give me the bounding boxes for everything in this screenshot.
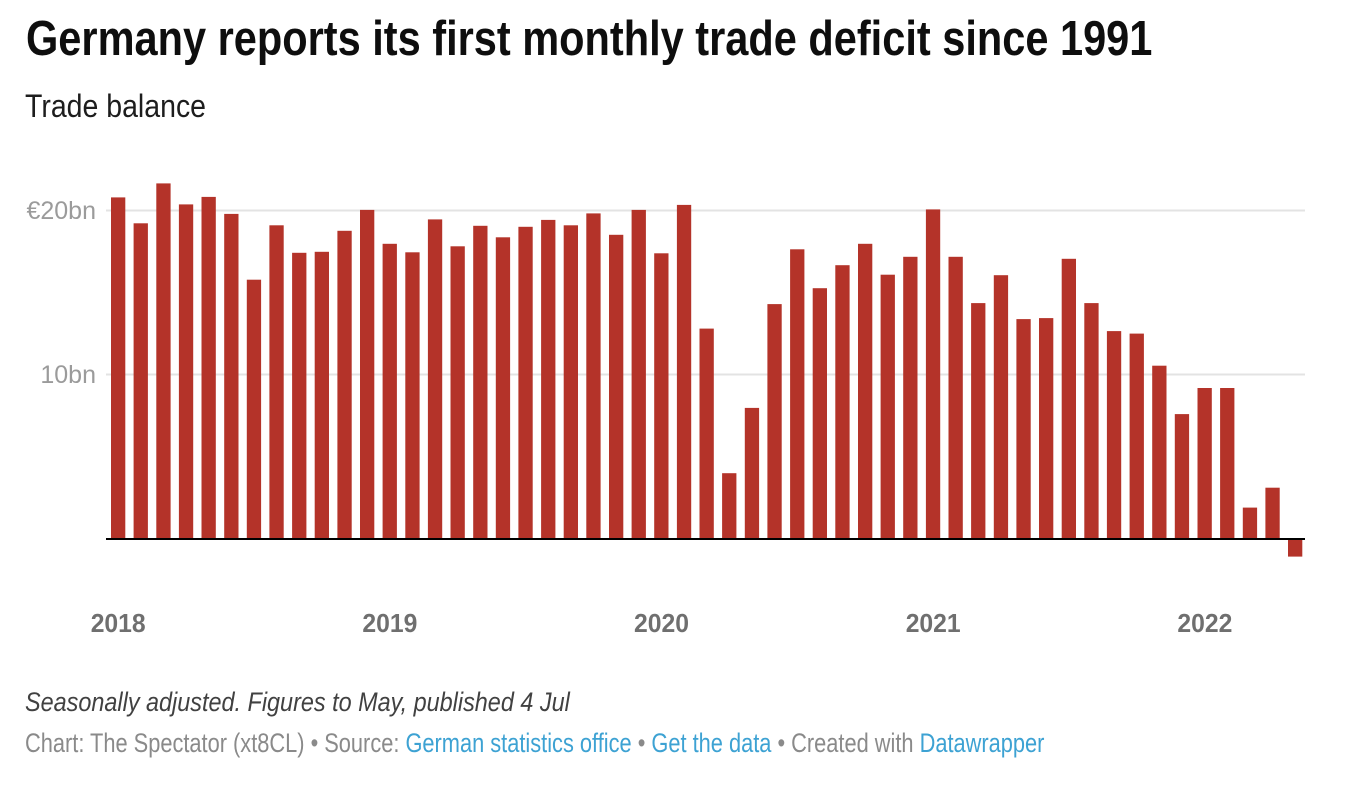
svg-text:2022: 2022	[1177, 608, 1232, 638]
svg-text:2020: 2020	[634, 608, 689, 638]
svg-text:2019: 2019	[362, 608, 417, 638]
svg-text:€20bn: €20bn	[26, 197, 96, 225]
svg-text:10bn: 10bn	[40, 361, 96, 389]
svg-text:2018: 2018	[91, 608, 146, 638]
svg-text:2021: 2021	[906, 608, 961, 638]
